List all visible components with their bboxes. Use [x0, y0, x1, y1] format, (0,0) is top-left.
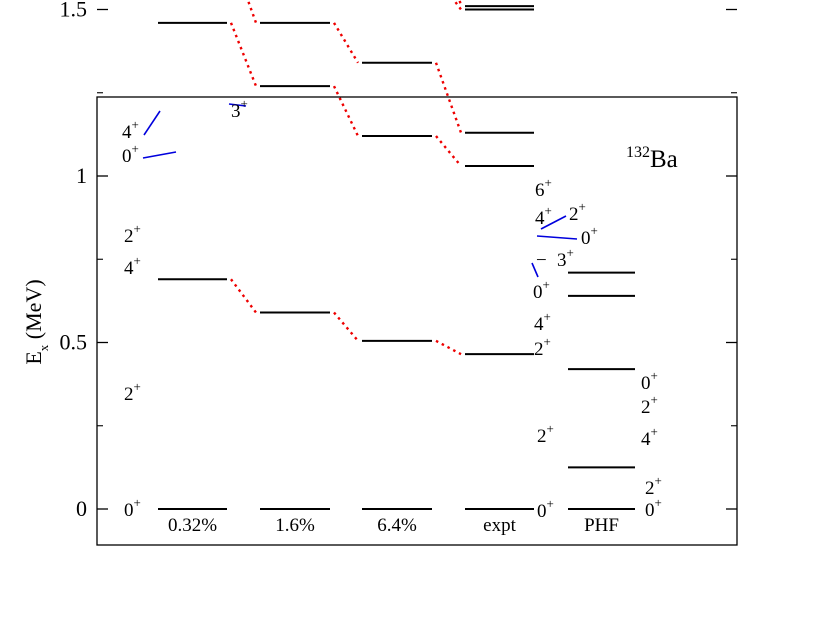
level-connection — [230, 278, 257, 314]
column-label: expt — [483, 515, 516, 536]
spin-label: 4+ — [534, 309, 551, 335]
level-connection — [435, 135, 462, 167]
spin-label: 6+ — [535, 175, 552, 201]
spin-label: 4+ — [122, 117, 139, 143]
spin-label: 3+ — [231, 96, 248, 122]
level-connection — [435, 339, 462, 356]
spin-label: 2+ — [537, 421, 554, 447]
label-pointer — [142, 151, 177, 159]
level-connection — [434, 62, 463, 134]
label-pointer — [531, 262, 539, 278]
spin-label: 0+ — [537, 496, 554, 522]
column-labels: 0.32% 1.6% 6.4% expt PHF — [168, 515, 619, 536]
spin-label: 0+ — [641, 368, 658, 394]
label-pointer — [536, 235, 578, 240]
label-pointers — [142, 103, 578, 278]
axis: 00.511.52 — [60, 0, 737, 521]
y-tick-label: 1.5 — [60, 0, 88, 22]
y-axis-title: Ex (MeV) — [21, 279, 51, 364]
level-connection — [332, 22, 360, 64]
spin-label: 2+ — [534, 334, 551, 360]
column-label: 6.4% — [377, 515, 417, 536]
spin-label: 0+ — [581, 223, 598, 249]
spin-label: 4+ — [124, 253, 141, 279]
spin-label: 0+ — [124, 495, 141, 521]
level-connection — [452, 0, 462, 11]
spin-label: 3+ — [557, 245, 574, 271]
spin-label: 2+ — [641, 392, 658, 418]
label-pointer — [143, 110, 161, 136]
spin-label: 2+ — [124, 221, 141, 247]
spin-label: 4+ — [641, 424, 658, 450]
level-connection — [333, 311, 359, 342]
nucleus-label: 132Ba — [626, 144, 678, 173]
y-tick-label: 1 — [76, 163, 87, 188]
level-connection — [332, 85, 360, 137]
transition-connections — [229, 0, 463, 356]
y-tick-label: 0.5 — [60, 330, 88, 355]
energy-levels — [158, 5, 635, 510]
level-connection — [246, 0, 258, 24]
spin-label: 2+ — [124, 379, 141, 405]
label-pointer — [228, 103, 247, 107]
spin-label: 2+ — [645, 473, 662, 499]
spin-label: 0+ — [533, 277, 550, 303]
plot-frame — [96, 96, 738, 546]
spin-label-dash: − — [536, 250, 547, 271]
column-label: PHF — [584, 515, 619, 536]
label-pointer — [540, 215, 567, 230]
spin-labels: 0+2+4+2+0+4+3+0+2+2+4+0+− 3+0+2+4+6+0+2+4… — [122, 96, 662, 522]
spin-label: 4+ — [535, 203, 552, 229]
spin-label: 0+ — [122, 141, 139, 167]
spin-label: 2+ — [569, 199, 586, 225]
column-label: 0.32% — [168, 515, 217, 536]
spin-label: 0+ — [645, 495, 662, 521]
level-connection — [229, 22, 258, 87]
column-label: 1.6% — [275, 515, 315, 536]
y-tick-label: 0 — [76, 496, 87, 521]
